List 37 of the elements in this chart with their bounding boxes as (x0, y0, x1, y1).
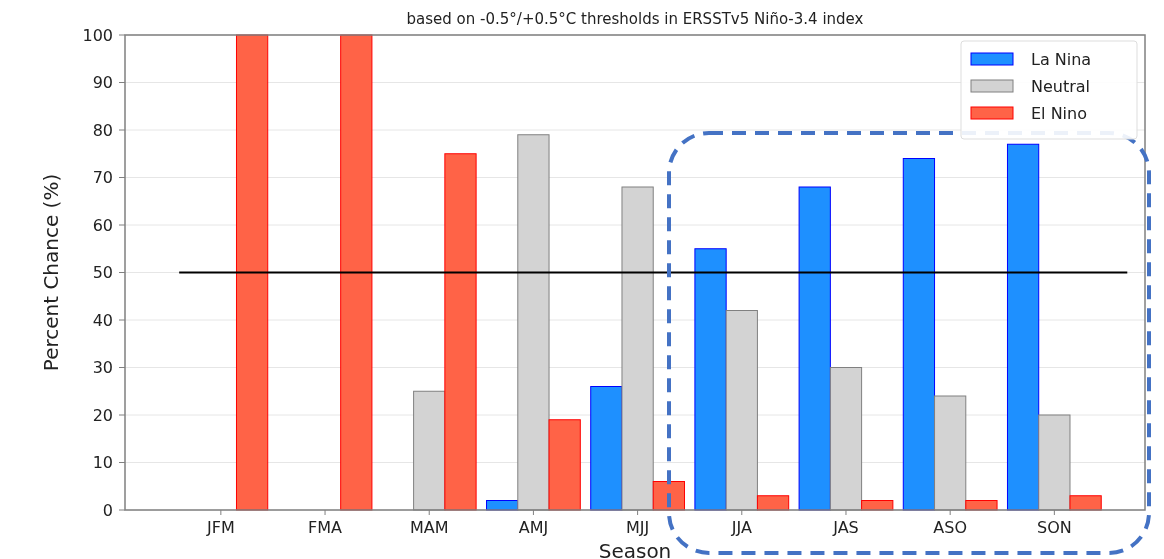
y-tick-label: 70 (92, 168, 113, 188)
x-tick-label: SON (1037, 518, 1072, 537)
y-tick-label: 100 (82, 25, 113, 45)
x-tick-label: MJJ (625, 518, 650, 537)
bar (694, 248, 727, 511)
bar (756, 495, 790, 511)
bar (340, 34, 373, 511)
bar (590, 386, 623, 511)
x-tick-label: JAS (832, 518, 859, 537)
y-tick-label: 50 (92, 263, 113, 283)
bar (235, 34, 269, 511)
y-tick-label: 10 (92, 453, 113, 473)
x-tick-label: ASO (933, 518, 968, 537)
x-axis-title: Season (598, 539, 672, 559)
x-tick-label: JJA (730, 518, 752, 537)
y-tick-label: 40 (92, 310, 113, 330)
x-tick-label: JFM (205, 518, 235, 537)
legend-label: El Nino (1031, 103, 1087, 123)
chart-title: based on -0.5°/+0.5°C thresholds in ERSSTv5 Niño-3.4 index (406, 10, 864, 28)
y-tick-label: 60 (92, 215, 113, 235)
y-tick-label: 20 (92, 405, 113, 425)
y-tick-label: 30 (92, 358, 113, 378)
bar (444, 153, 477, 511)
bar (548, 419, 581, 511)
x-tick-label: AMJ (518, 518, 549, 537)
legend-label: La Nina (1031, 49, 1092, 69)
y-tick-label: 90 (92, 73, 113, 93)
x-tick-label: MAM (409, 518, 449, 537)
x-tick-label: FMA (308, 518, 343, 537)
y-tick-label: 80 (92, 120, 113, 140)
y-tick-label: 0 (102, 500, 113, 520)
bar (1069, 495, 1102, 511)
y-axis-title: Percent Chance (%) (39, 173, 63, 372)
bar (902, 158, 936, 511)
bar (1006, 143, 1040, 511)
legend-label: Neutral (1031, 76, 1091, 96)
bar (798, 186, 831, 511)
